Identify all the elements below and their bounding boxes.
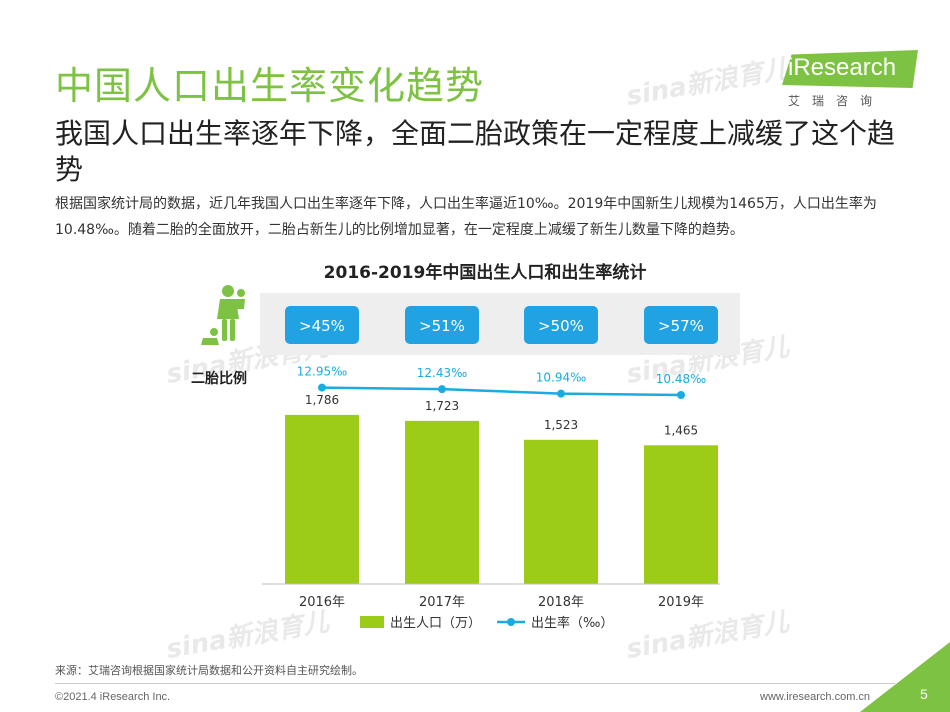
- footer-divider: [55, 683, 895, 684]
- bar-2016年: [285, 414, 359, 584]
- bar-value-label: 1,723: [425, 399, 459, 413]
- second-child-value: >57%: [658, 317, 704, 335]
- rate-value-label: 10.94‰: [536, 371, 586, 385]
- second-child-value: >50%: [538, 317, 584, 335]
- x-tick-label: 2018年: [538, 595, 584, 610]
- x-tick-label: 2017年: [419, 595, 465, 610]
- second-child-badge: [285, 306, 359, 344]
- rate-value-label: 12.95‰: [297, 365, 347, 379]
- rate-series-line: [321, 386, 682, 397]
- bar-2017年: [405, 420, 479, 584]
- logo-badge: [782, 50, 918, 88]
- rate-value-label: 12.43‰: [417, 366, 467, 380]
- bar-2018年: [524, 439, 598, 584]
- logo-text: iResearch: [788, 54, 897, 81]
- copyright: ©2021.4 iResearch Inc.: [55, 691, 171, 703]
- bar-2019年: [644, 445, 718, 584]
- rate-point: [557, 389, 565, 398]
- legend-bar-swatch: [360, 616, 384, 628]
- family-icon: [201, 285, 245, 345]
- rate-point: [677, 391, 685, 399]
- bar-value-label: 1,465: [664, 423, 698, 437]
- second-child-badge: [524, 306, 598, 344]
- second-child-value: >45%: [299, 317, 345, 335]
- legend-bar-label: 出生人口（万）: [390, 616, 481, 631]
- second-child-badge: [644, 306, 718, 344]
- iresearch-logo: iResearch 艾瑞咨询: [782, 48, 922, 112]
- second-child-value: >51%: [419, 317, 465, 335]
- rate-point: [318, 383, 326, 392]
- second-child-badge: [405, 306, 479, 344]
- rate-value-label: 10.48‰: [656, 372, 706, 386]
- website-link[interactable]: www.iresearch.com.cn: [760, 691, 871, 703]
- bar-value-label: 1,786: [305, 393, 339, 407]
- page-title: 中国人口出生率变化趋势: [55, 64, 485, 108]
- x-tick-label: 2019年: [658, 595, 704, 610]
- bar-value-label: 1,523: [544, 418, 578, 432]
- description-text: 根据国家统计局的数据，近几年我国人口出生率逐年下降，人口出生率逼近10‰。201…: [55, 196, 877, 238]
- page-subtitle: 我国人口出生率逐年下降，全面二胎政策在一定程度上减缓了这个趋势: [55, 117, 896, 186]
- chart-title: 2016-2019年中国出生人口和出生率统计: [323, 263, 647, 283]
- legend-line-label: 出生率（‰）: [531, 615, 613, 631]
- rate-point: [438, 385, 446, 394]
- page-number: 5: [920, 686, 928, 702]
- x-tick-label: 2016年: [299, 595, 345, 610]
- logo-subtitle: 艾瑞咨询: [788, 94, 885, 108]
- second-child-label: 二胎比例: [191, 370, 247, 387]
- legend-line-marker: [507, 618, 515, 626]
- source-note: 来源：艾瑞咨询根据国家统计局数据和公开资料自主研究绘制。: [55, 664, 363, 677]
